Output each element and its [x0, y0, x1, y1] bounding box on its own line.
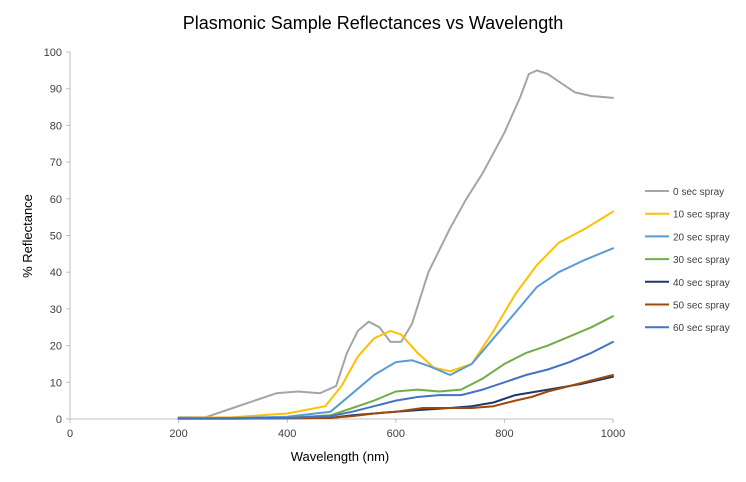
y-axis-title: % Reflectance [20, 194, 35, 278]
x-axis-ticks: 0 200 400 600 800 1000 [67, 419, 625, 440]
series-lines [177, 69, 614, 420]
legend-label: 30 sec spray [673, 255, 730, 266]
y-tick-label: 60 [50, 194, 62, 206]
chart-title: Plasmonic Sample Reflectances vs Wavelen… [183, 13, 564, 33]
y-tick-label: 70 [50, 157, 62, 169]
x-tick-label: 400 [278, 428, 296, 440]
y-tick-label: 50 [50, 231, 62, 243]
y-tick-label: 0 [56, 414, 62, 426]
legend-label: 0 sec spray [673, 187, 724, 198]
x-axis-title: Wavelength (nm) [291, 449, 390, 464]
legend-label: 10 sec spray [673, 210, 730, 221]
y-tick-label: 20 [50, 341, 62, 353]
legend-label: 20 sec spray [673, 232, 730, 243]
series-line-10-sec-spray [177, 210, 614, 419]
y-tick-label: 30 [50, 304, 62, 316]
x-tick-label: 600 [387, 428, 405, 440]
x-tick-label: 1000 [601, 428, 625, 440]
legend-label: 50 sec spray [673, 301, 730, 312]
series-line-20-sec-spray [177, 247, 614, 420]
series-line-50-sec-spray [177, 374, 614, 420]
plot-area: 0 10 20 30 40 50 60 70 80 90 100 0 200 400 600 800 1000 [44, 47, 626, 440]
legend: 0 sec spray 10 sec spray 20 sec spray 30 se… [645, 187, 730, 334]
legend-label: 60 sec spray [673, 323, 730, 334]
series-line-0-sec-spray [177, 69, 614, 419]
x-tick-label: 0 [67, 428, 73, 440]
y-axis-ticks: 0 10 20 30 40 50 60 70 80 90 100 [44, 47, 70, 426]
y-tick-label: 10 [50, 377, 62, 389]
y-tick-label: 80 [50, 120, 62, 132]
y-tick-label: 100 [44, 47, 62, 59]
x-tick-label: 800 [495, 428, 513, 440]
legend-label: 40 sec spray [673, 278, 730, 289]
x-tick-label: 200 [169, 428, 187, 440]
series-line-60-sec-spray [177, 340, 614, 420]
y-tick-label: 40 [50, 267, 62, 279]
y-tick-label: 90 [50, 84, 62, 96]
